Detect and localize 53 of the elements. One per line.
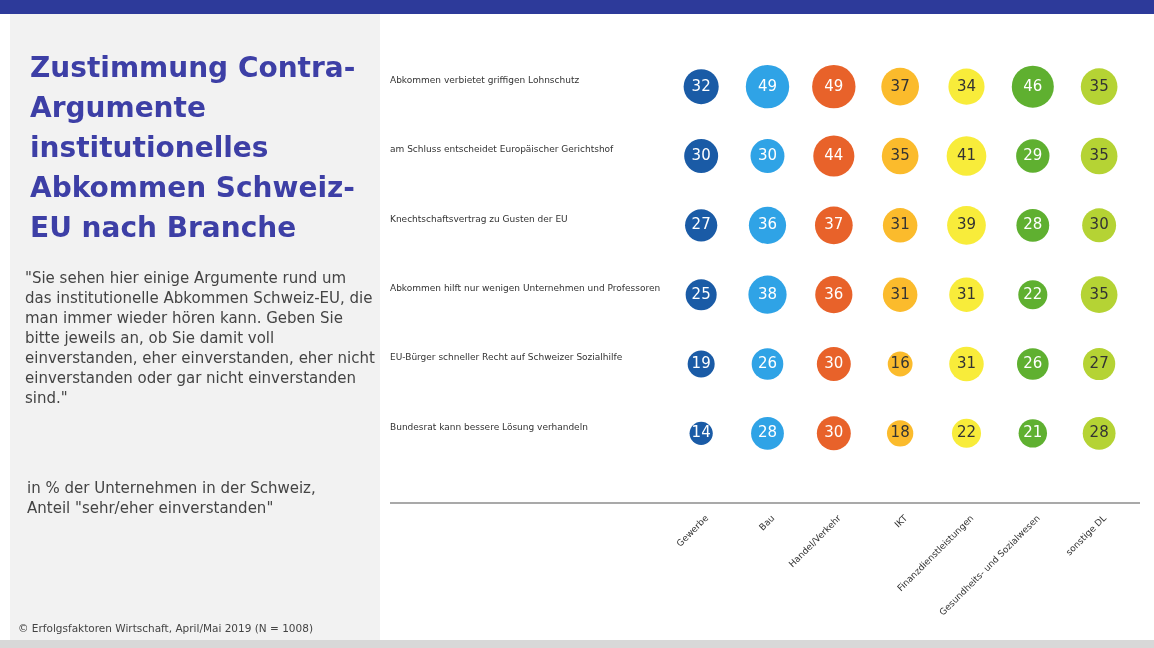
y-tick-label: am Schluss entscheidet Europäischer Gerichtshof (390, 144, 615, 155)
data-label: 18 (890, 423, 910, 442)
y-tick-label: Knechtschaftsvertrag zu Gusten der EU (390, 213, 568, 224)
y-tick-label: Abkommen verbietet griffigen Lohnschutz (390, 75, 580, 86)
data-label: 26 (757, 353, 778, 372)
data-label: 36 (824, 284, 844, 303)
data-label: 44 (824, 145, 844, 164)
data-label: 35 (1089, 284, 1109, 303)
data-label: 28 (1089, 423, 1109, 442)
data-label: 14 (691, 423, 711, 442)
data-label: 34 (956, 76, 977, 95)
data-label: 16 (890, 353, 910, 372)
x-tick-label: Bau (757, 513, 777, 533)
data-label: 28 (757, 423, 778, 442)
text: © Erfolgsfaktoren Wirtschaft, April/Mai 2019 (N = 1008) (18, 622, 313, 634)
data-label: 26 (1023, 353, 1043, 372)
data-label: 27 (1089, 353, 1109, 372)
data-label: 37 (824, 215, 844, 234)
data-label: 30 (1089, 215, 1109, 234)
data-label: 22 (956, 423, 977, 442)
data-label: 41 (956, 145, 977, 164)
data-label: 46 (1023, 76, 1043, 95)
data-label: 30 (824, 423, 844, 442)
y-tick-label: Abkommen hilft nur wenigen Unternehmen und Professoren (390, 283, 661, 294)
data-label: 31 (890, 284, 910, 303)
data-label: 31 (890, 215, 910, 234)
data-label: 49 (824, 76, 844, 95)
data-label: 30 (757, 145, 778, 164)
data-label: 32 (691, 76, 711, 95)
y-tick-label: EU-Bürger schneller Recht auf Schweizer Sozialhilfe (390, 352, 623, 363)
data-label: 22 (1023, 284, 1043, 303)
data-label: 21 (1023, 423, 1043, 442)
data-label: 39 (956, 215, 977, 234)
data-label: 30 (691, 145, 711, 164)
y-tick-label: Bundesrat kann bessere Lösung verhandeln (390, 421, 588, 432)
data-label: 37 (890, 76, 910, 95)
data-label: 35 (1089, 76, 1109, 95)
data-label: 19 (691, 353, 711, 372)
text: "Sie sehen hier einige Argumente rund um das institutionelle Abkommen Schweiz-EU, die man immer wieder hören kann. Geben Sie bitte jeweils an, ob Sie damit voll einverstanden, eher einverstanden, eher nicht einverstanden oder gar nicht einverstanden sind." (25, 268, 375, 408)
data-label: 29 (1023, 145, 1043, 164)
data-label: 27 (691, 215, 711, 234)
data-label: 38 (757, 284, 778, 303)
data-label: 28 (1023, 215, 1043, 234)
data-label: 35 (1089, 145, 1109, 164)
text: in % der Unternehmen in der Schweiz, Anteil "sehr/eher einverstanden" (27, 478, 317, 518)
data-label: 30 (824, 353, 844, 372)
data-label: 31 (956, 353, 977, 372)
data-label: 25 (691, 284, 711, 303)
data-label: 31 (956, 284, 977, 303)
data-label: 36 (757, 215, 778, 234)
data-label: 49 (757, 76, 778, 95)
text: Zustimmung Contra-Argumente institutionelles Abkommen Schweiz-EU nach Branche (30, 50, 357, 246)
data-label: 35 (890, 145, 910, 164)
